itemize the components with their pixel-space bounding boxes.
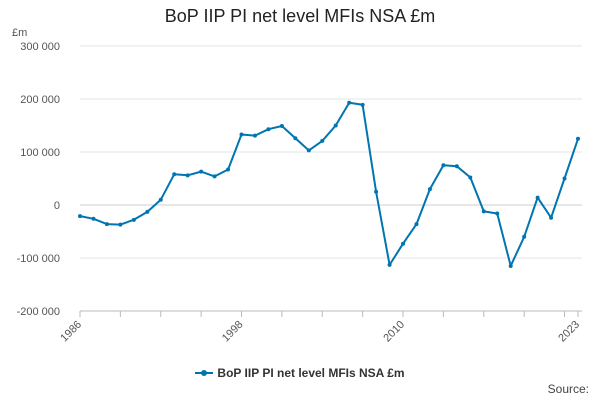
- data-point: [78, 214, 82, 219]
- x-tick-label: 1986: [58, 319, 84, 345]
- data-point: [293, 136, 298, 141]
- data-point: [401, 241, 406, 246]
- data-point: [441, 163, 446, 168]
- data-point: [427, 187, 432, 192]
- data-point: [549, 215, 554, 220]
- data-point: [374, 189, 379, 194]
- data-point: [333, 123, 338, 128]
- data-point: [158, 197, 163, 202]
- chart-title: BoP IIP PI net level MFIs NSA £m: [164, 6, 436, 26]
- data-point: [279, 124, 284, 129]
- x-axis: 1986 1998 2010 2023: [58, 310, 582, 345]
- data-point: [576, 136, 580, 141]
- data-point: [360, 102, 365, 107]
- series-group: [78, 100, 580, 268]
- y-tick-label: -100 000: [17, 253, 60, 265]
- y-tick-label: 100 000: [20, 147, 60, 159]
- data-point: [104, 222, 109, 227]
- y-tick-label: 200 000: [20, 94, 60, 106]
- legend-label: BoP IIP PI net level MFIs NSA £m: [217, 366, 405, 380]
- data-point: [131, 217, 136, 222]
- y-tick-label: 0: [54, 200, 60, 212]
- data-point: [347, 100, 352, 105]
- grid-lines: [80, 45, 582, 312]
- y-tick-label: -200 000: [17, 306, 60, 318]
- legend: BoP IIP PI net level MFIs NSA £m: [0, 366, 600, 380]
- data-point: [118, 222, 123, 227]
- x-tick-label: 2023: [556, 319, 582, 345]
- data-point: [522, 234, 527, 239]
- source-label: Source:: [547, 382, 589, 396]
- x-tick-label: 2010: [381, 319, 407, 345]
- y-unit-label: £m: [12, 27, 27, 39]
- x-tick-label: 1998: [220, 319, 246, 345]
- data-point: [508, 263, 513, 268]
- data-point: [454, 164, 459, 169]
- data-point: [495, 211, 500, 216]
- data-point: [91, 216, 96, 221]
- data-point: [468, 175, 473, 180]
- legend-line-icon: [195, 366, 214, 380]
- data-point: [226, 167, 231, 172]
- y-axis: £m 300 000 200 000 100 000 0 -100 000 -200 000: [12, 27, 60, 318]
- data-point: [239, 132, 244, 137]
- series-line: [79, 101, 579, 267]
- data-point: [306, 148, 311, 153]
- data-point: [414, 222, 419, 227]
- data-point: [172, 172, 177, 177]
- data-point: [252, 133, 257, 138]
- data-point: [562, 176, 567, 181]
- data-point: [212, 174, 217, 179]
- data-point: [535, 195, 540, 200]
- y-tick-label: 300 000: [20, 41, 60, 53]
- data-point: [199, 169, 204, 174]
- data-point: [266, 127, 271, 132]
- data-point: [481, 209, 486, 214]
- data-point: [387, 262, 392, 267]
- data-point: [145, 209, 150, 214]
- data-point: [320, 138, 325, 143]
- data-point: [185, 173, 190, 178]
